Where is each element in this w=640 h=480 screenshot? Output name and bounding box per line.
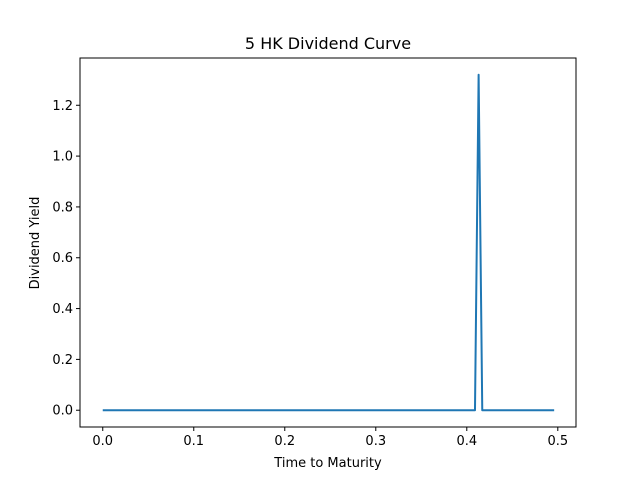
plot-frame [79, 57, 577, 428]
x-tick-label: 0.2 [274, 434, 295, 449]
y-tick-label: 0.6 [52, 251, 73, 266]
y-tick-label: 0.2 [52, 353, 73, 368]
chart-title: 5 HK Dividend Curve [245, 34, 411, 53]
x-tick-label: 0.4 [456, 434, 477, 449]
y-tick-label: 0.0 [52, 404, 73, 419]
x-tick-label: 0.0 [92, 434, 113, 449]
y-tick-label: 0.4 [52, 302, 73, 317]
x-tick-label: 0.1 [183, 434, 204, 449]
y-axis-label: Dividend Yield [28, 197, 43, 290]
plot-area [79, 57, 577, 428]
y-tick-label: 1.0 [52, 150, 73, 165]
x-tick-label: 0.3 [365, 434, 386, 449]
y-tick-label: 1.2 [52, 99, 73, 114]
y-tick-label: 0.8 [52, 200, 73, 215]
series-line-0 [102, 73, 555, 412]
y-axis: 0.0 0.2 0.4 0.6 0.8 1.0 1.2 [52, 99, 80, 419]
x-axis: 0.0 0.1 0.2 0.3 0.4 0.5 [92, 427, 568, 449]
x-axis-label: Time to Maturity [273, 456, 382, 471]
x-tick-label: 0.5 [547, 434, 568, 449]
